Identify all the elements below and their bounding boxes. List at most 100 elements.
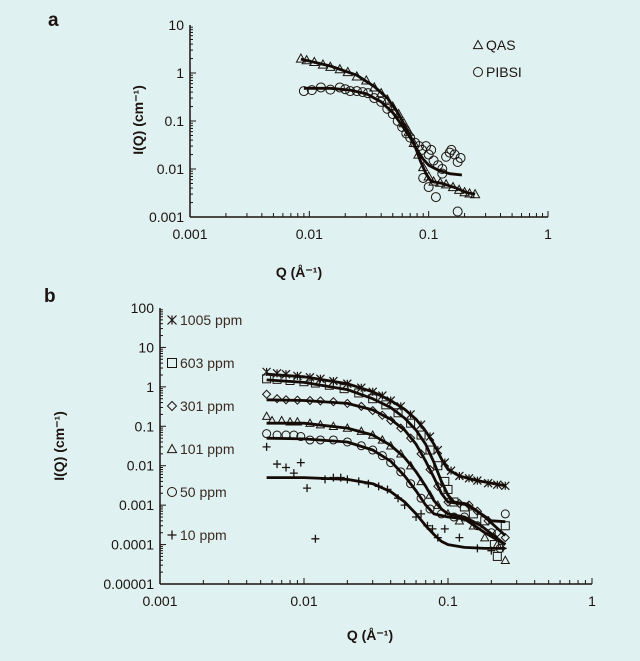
x-tick-label: 0.1 <box>419 226 439 242</box>
x-tick-label: 1 <box>588 593 596 609</box>
data-point <box>381 400 391 410</box>
data-point <box>376 96 387 107</box>
x-tick-label: 1 <box>544 226 552 242</box>
data-point <box>430 192 441 203</box>
data-point <box>455 152 466 163</box>
data-point <box>455 533 464 542</box>
legend-marker <box>166 443 178 454</box>
data-point <box>393 108 404 119</box>
data-point <box>417 509 426 518</box>
y-tick-label: 10 <box>168 17 184 33</box>
y-tick-label: 0.1 <box>165 113 185 129</box>
data-point <box>492 551 502 561</box>
data-point <box>377 451 387 461</box>
y-tick-label: 0.0001 <box>111 537 154 553</box>
data-point <box>416 493 426 503</box>
y-tick-label: 10 <box>138 339 154 355</box>
legend-marker <box>473 67 483 77</box>
data-point <box>500 521 510 531</box>
data-point <box>423 182 434 193</box>
data-point <box>386 458 396 468</box>
x-tick-label: 0.001 <box>142 593 177 609</box>
data-point <box>261 389 272 399</box>
data-point <box>449 149 460 160</box>
fit-line <box>266 436 507 546</box>
legend-label: 10 ppm <box>180 527 227 543</box>
x-tick-label: 0.01 <box>296 226 323 242</box>
series-301-ppm <box>261 389 511 543</box>
series-pibsi <box>298 82 466 217</box>
legend-marker <box>167 315 177 325</box>
x-tick-label: 0.1 <box>438 593 458 609</box>
x-axis-label: Q (Å⁻¹) <box>276 264 322 280</box>
fit-line <box>266 398 507 537</box>
series-qas <box>295 53 481 199</box>
y-tick-label: 0.00001 <box>103 576 154 592</box>
data-point <box>375 87 387 98</box>
data-point <box>406 479 416 489</box>
chart-panel-b: 0.001 0.01 0.1 1 0.00001 0.0001 0.001 0.01 0.1 1 1… <box>51 300 596 643</box>
legend-label: QAS <box>486 37 516 53</box>
y-tick-label: 0.01 <box>127 458 154 474</box>
data-point <box>393 408 403 418</box>
legend-marker <box>167 530 177 540</box>
x-tick-label: 0.01 <box>290 593 317 609</box>
data-point <box>282 463 291 472</box>
data-point <box>405 433 416 443</box>
y-tick-label: 1 <box>146 379 154 395</box>
fit-line <box>266 476 506 550</box>
fit-line <box>303 86 463 177</box>
data-point <box>272 394 282 404</box>
data-point <box>262 429 272 439</box>
data-point <box>292 416 303 426</box>
data-point <box>387 101 399 111</box>
data-point <box>289 469 298 478</box>
data-point <box>425 464 435 475</box>
data-point <box>262 442 271 451</box>
data-point <box>382 103 393 114</box>
data-point <box>298 86 309 97</box>
data-point <box>433 481 443 492</box>
data-point <box>292 395 303 405</box>
data-point <box>396 467 406 477</box>
data-point <box>303 484 312 493</box>
data-point <box>454 515 465 525</box>
data-point <box>425 504 435 514</box>
panel-label-a: a <box>48 10 59 31</box>
legend-marker <box>472 39 484 50</box>
data-point <box>328 397 339 407</box>
series-101-ppm <box>261 411 511 564</box>
data-point <box>500 555 511 564</box>
data-point <box>281 395 291 405</box>
y-tick-label: 0.001 <box>149 209 184 225</box>
data-point <box>500 532 511 543</box>
data-point <box>426 144 437 155</box>
data-point <box>444 147 455 158</box>
y-tick-label: 0.1 <box>135 418 155 434</box>
data-point <box>296 432 306 442</box>
legend-marker <box>166 400 178 412</box>
data-point <box>483 516 493 526</box>
y-tick-label: 100 <box>131 300 155 316</box>
data-point <box>500 509 510 519</box>
chart-panel-a: 0.001 0.01 0.1 1 0.001 0.01 0.1 1 10 Q (Å⁻¹) I(Q) … <box>130 17 552 280</box>
data-point <box>305 395 315 406</box>
data-point <box>295 53 307 63</box>
legend-label: PIBSI <box>486 64 522 80</box>
data-point <box>440 524 449 533</box>
data-point <box>416 449 426 459</box>
y-tick-label: 1 <box>176 65 184 81</box>
fit-line <box>266 372 506 488</box>
series-50-ppm <box>262 429 510 553</box>
legend-marker <box>167 487 177 497</box>
y-axis-label: I(Q) (cm⁻¹) <box>130 85 146 155</box>
data-point <box>285 416 295 426</box>
data-point <box>311 534 320 543</box>
data-point <box>296 458 305 467</box>
fit-line <box>266 421 507 546</box>
legend-label: 101 ppm <box>180 441 234 457</box>
x-axis-label: Q (Å⁻¹) <box>347 627 393 643</box>
legend-label: 1005 ppm <box>180 312 242 328</box>
y-tick-label: 0.01 <box>157 161 184 177</box>
data-point <box>406 418 416 428</box>
